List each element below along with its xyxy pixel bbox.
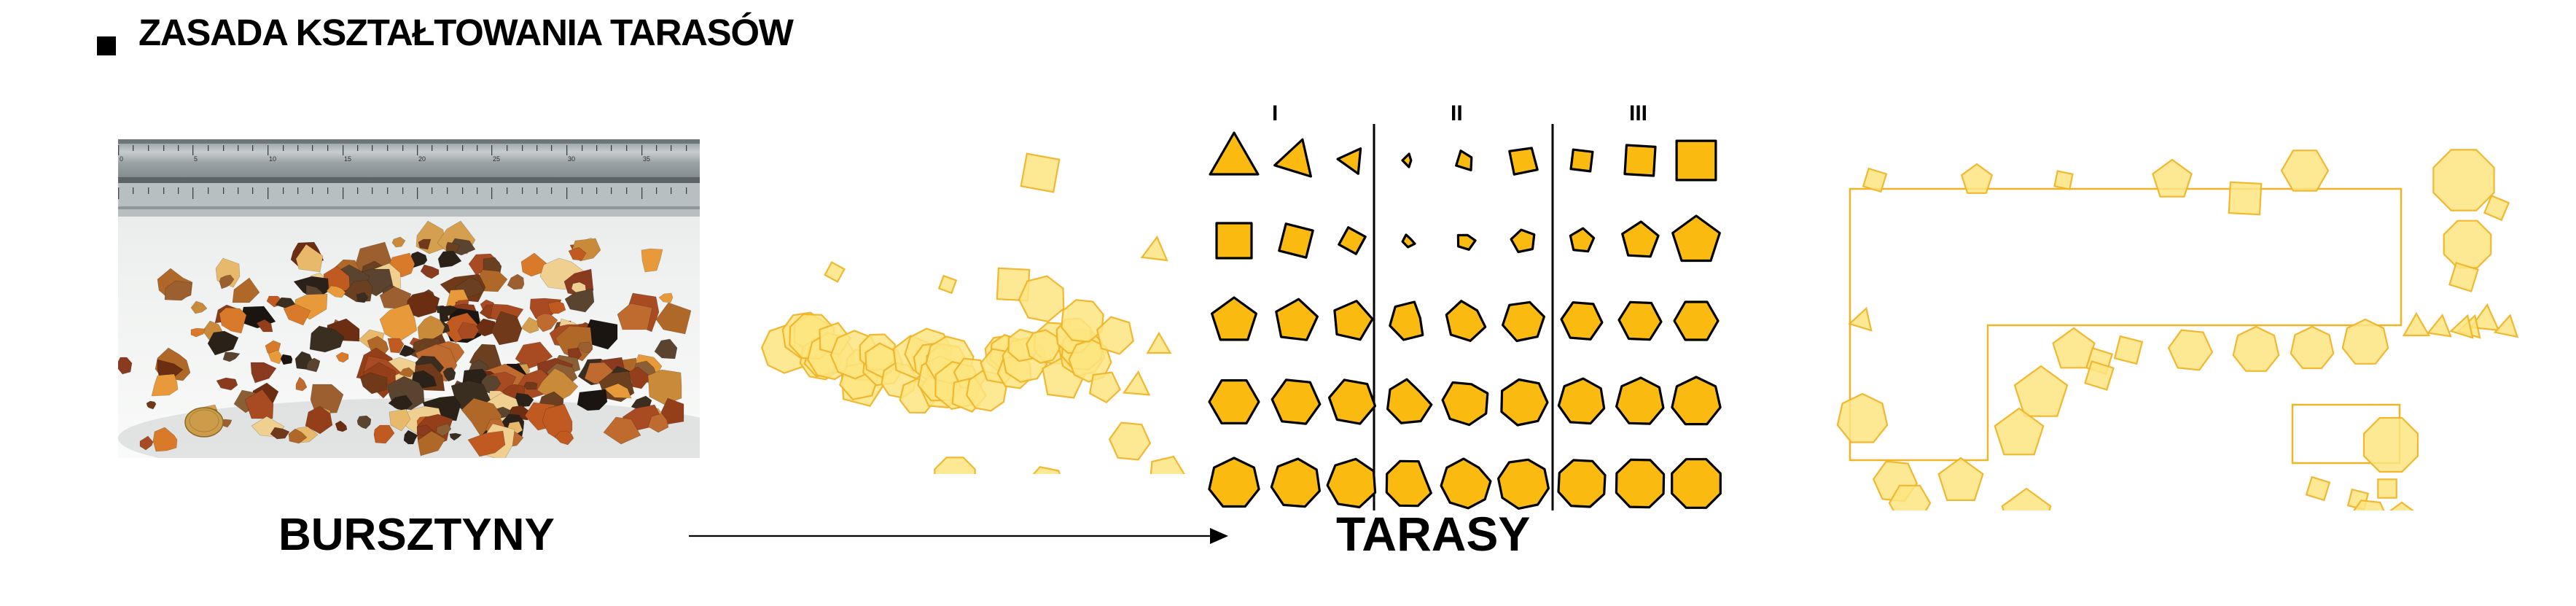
svg-text:III: III [1629,101,1647,125]
svg-text:15: 15 [344,155,351,163]
svg-text:25: 25 [493,155,500,163]
svg-text:0: 0 [120,155,123,163]
svg-text:30: 30 [568,155,575,163]
svg-text:II: II [1451,101,1463,125]
svg-text:5: 5 [194,155,198,163]
svg-text:35: 35 [643,155,650,163]
svg-text:20: 20 [418,155,426,163]
svg-text:10: 10 [269,155,276,163]
svg-text:I: I [1272,101,1278,125]
